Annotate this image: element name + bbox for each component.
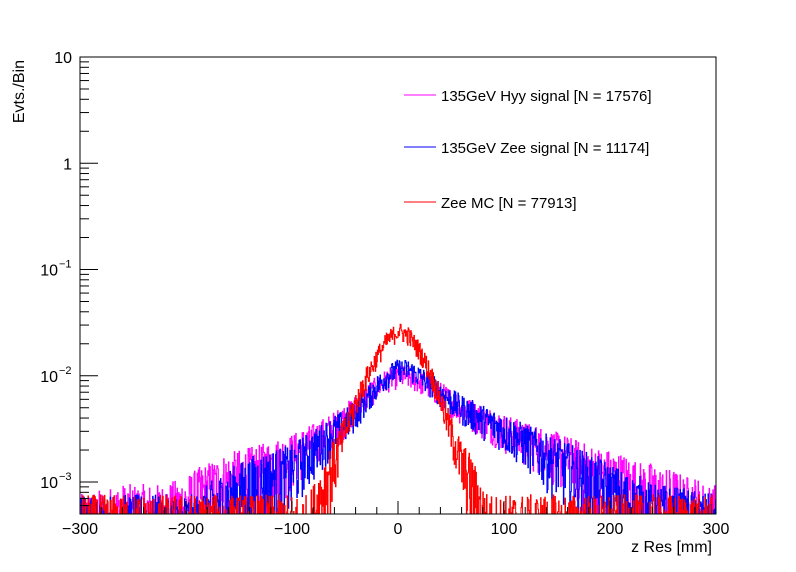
y-tick-label: 10 [40, 475, 58, 492]
x-tick-label: 200 [597, 521, 624, 538]
x-tick-label: −200 [168, 521, 204, 538]
y-tick-exponent: −2 [59, 365, 72, 377]
y-tick-label: 10 [40, 369, 58, 386]
legend-label-0: 135GeV Hyy signal [N = 17576] [441, 88, 652, 105]
x-tick-label: 0 [394, 521, 403, 538]
y-tick-exponent: −3 [59, 471, 72, 483]
y-tick-label: 10 [40, 263, 58, 280]
x-axis-label: z Res [mm] [631, 539, 712, 556]
legend-label-2: Zee MC [N = 77913] [441, 195, 576, 212]
legend-label-1: 135GeV Zee signal [N = 11174] [441, 140, 649, 157]
y-tick-exponent: −1 [59, 259, 72, 271]
y-axis-label: Evts./Bin [11, 60, 28, 123]
x-tick-label: −100 [274, 521, 310, 538]
series-line-2 [80, 323, 716, 515]
y-tick-label: 10 [54, 50, 72, 67]
x-tick-label: −300 [62, 521, 98, 538]
x-tick-label: 300 [703, 521, 730, 538]
x-tick-label: 100 [491, 521, 518, 538]
legend: 135GeV Hyy signal [N = 17576] 135GeV Zee … [404, 88, 652, 212]
series-2 [80, 323, 716, 515]
y-tick-label: 1 [63, 156, 72, 173]
